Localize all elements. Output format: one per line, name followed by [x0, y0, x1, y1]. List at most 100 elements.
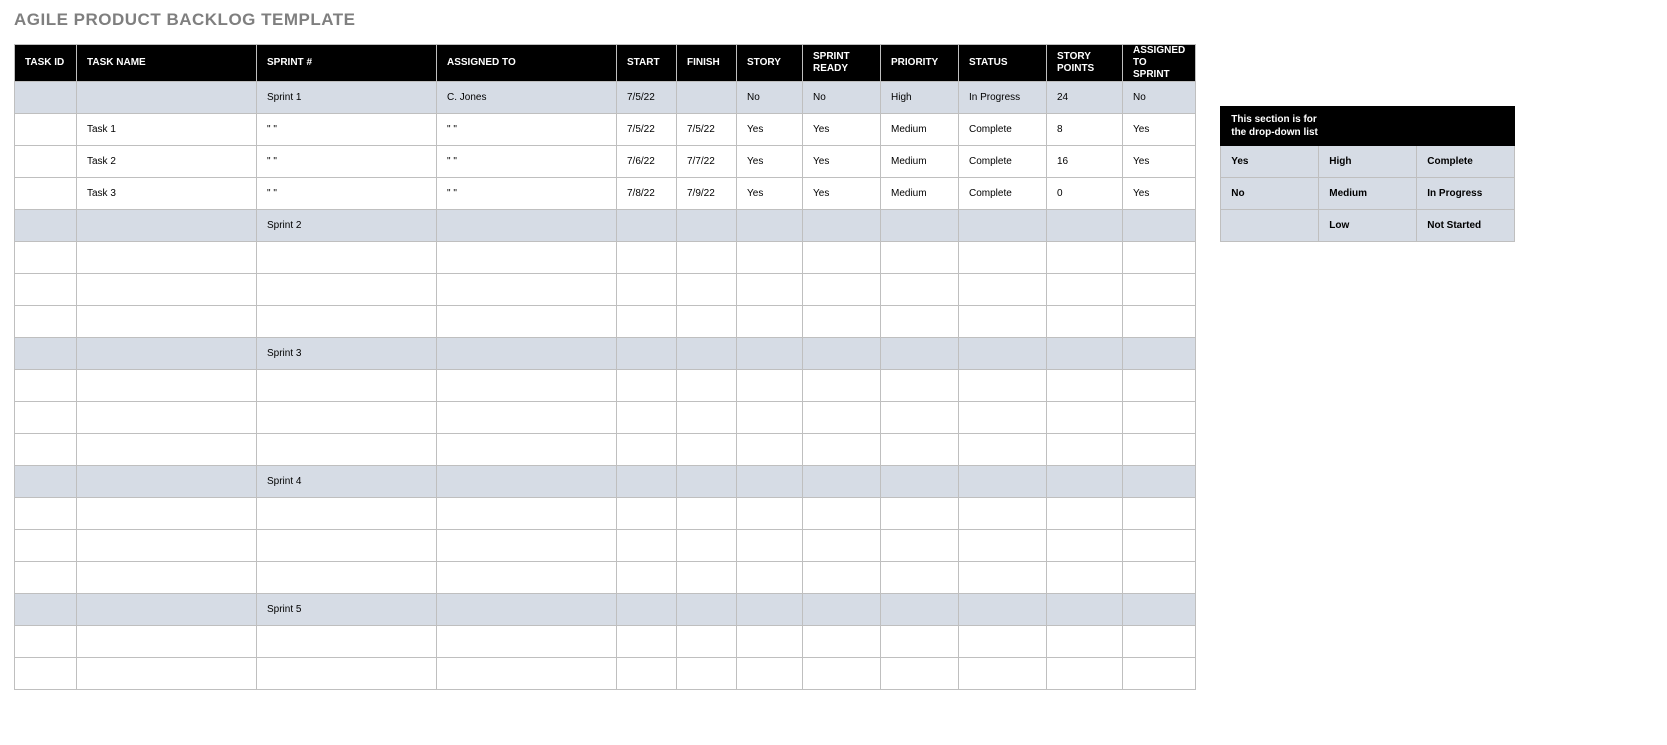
- cell-task_id[interactable]: [15, 242, 77, 274]
- cell-task_name[interactable]: [77, 306, 257, 338]
- cell-story[interactable]: [737, 306, 803, 338]
- cell-story[interactable]: [737, 210, 803, 242]
- cell-story[interactable]: [737, 434, 803, 466]
- cell-start[interactable]: [617, 498, 677, 530]
- cell-sprint[interactable]: [257, 530, 437, 562]
- cell-sprint[interactable]: " ": [257, 146, 437, 178]
- cell-finish[interactable]: [677, 434, 737, 466]
- cell-assigned_to[interactable]: [437, 594, 617, 626]
- cell-start[interactable]: [617, 402, 677, 434]
- cell-finish[interactable]: [677, 466, 737, 498]
- cell-status[interactable]: [959, 498, 1047, 530]
- cell-story[interactable]: [737, 594, 803, 626]
- cell-story[interactable]: [737, 338, 803, 370]
- cell-assigned_to[interactable]: [437, 530, 617, 562]
- cell-story_points[interactable]: [1047, 434, 1123, 466]
- cell-sprint_ready[interactable]: [803, 242, 881, 274]
- cell-sprint_ready[interactable]: [803, 210, 881, 242]
- cell-finish[interactable]: [677, 530, 737, 562]
- cell-task_name[interactable]: [77, 82, 257, 114]
- cell-sprint_ready[interactable]: [803, 594, 881, 626]
- cell-assigned_sprint[interactable]: [1123, 274, 1196, 306]
- cell-sprint_ready[interactable]: [803, 530, 881, 562]
- cell-story_points[interactable]: [1047, 626, 1123, 658]
- cell-start[interactable]: 7/6/22: [617, 146, 677, 178]
- cell-sprint[interactable]: [257, 626, 437, 658]
- cell-story_points[interactable]: [1047, 274, 1123, 306]
- cell-assigned_sprint[interactable]: [1123, 338, 1196, 370]
- cell-start[interactable]: [617, 370, 677, 402]
- cell-assigned_sprint[interactable]: [1123, 242, 1196, 274]
- cell-priority[interactable]: [881, 658, 959, 690]
- cell-task_id[interactable]: [15, 178, 77, 210]
- cell-start[interactable]: [617, 466, 677, 498]
- cell-task_id[interactable]: [15, 274, 77, 306]
- cell-start[interactable]: 7/5/22: [617, 114, 677, 146]
- cell-assigned_sprint[interactable]: [1123, 466, 1196, 498]
- cell-story_points[interactable]: [1047, 242, 1123, 274]
- cell-start[interactable]: [617, 274, 677, 306]
- cell-priority[interactable]: [881, 530, 959, 562]
- task-row[interactable]: [15, 498, 1196, 530]
- sprint-row[interactable]: Sprint 3: [15, 338, 1196, 370]
- cell-task_id[interactable]: [15, 594, 77, 626]
- cell-priority[interactable]: High: [881, 82, 959, 114]
- task-row[interactable]: Task 1" "" "7/5/227/5/22YesYesMediumComp…: [15, 114, 1196, 146]
- cell-story_points[interactable]: 8: [1047, 114, 1123, 146]
- cell-finish[interactable]: [677, 498, 737, 530]
- cell-story[interactable]: [737, 658, 803, 690]
- cell-assigned_sprint[interactable]: Yes: [1123, 146, 1196, 178]
- cell-priority[interactable]: [881, 466, 959, 498]
- cell-story[interactable]: [737, 466, 803, 498]
- cell-assigned_to[interactable]: [437, 562, 617, 594]
- cell-task_id[interactable]: [15, 434, 77, 466]
- cell-assigned_to[interactable]: [437, 306, 617, 338]
- cell-start[interactable]: [617, 594, 677, 626]
- task-row[interactable]: Task 3" "" "7/8/227/9/22YesYesMediumComp…: [15, 178, 1196, 210]
- cell-finish[interactable]: [677, 594, 737, 626]
- task-row[interactable]: [15, 658, 1196, 690]
- cell-assigned_sprint[interactable]: Yes: [1123, 178, 1196, 210]
- cell-story[interactable]: [737, 242, 803, 274]
- cell-status[interactable]: In Progress: [959, 82, 1047, 114]
- cell-sprint_ready[interactable]: Yes: [803, 178, 881, 210]
- cell-finish[interactable]: [677, 338, 737, 370]
- cell-task_id[interactable]: [15, 370, 77, 402]
- cell-assigned_to[interactable]: [437, 626, 617, 658]
- cell-assigned_to[interactable]: [437, 242, 617, 274]
- cell-status[interactable]: [959, 242, 1047, 274]
- cell-start[interactable]: 7/8/22: [617, 178, 677, 210]
- cell-task_name[interactable]: [77, 594, 257, 626]
- cell-status[interactable]: [959, 402, 1047, 434]
- cell-story_points[interactable]: [1047, 594, 1123, 626]
- cell-task_id[interactable]: [15, 562, 77, 594]
- task-row[interactable]: [15, 274, 1196, 306]
- cell-priority[interactable]: Medium: [881, 114, 959, 146]
- cell-finish[interactable]: [677, 274, 737, 306]
- cell-sprint[interactable]: [257, 658, 437, 690]
- cell-sprint_ready[interactable]: [803, 370, 881, 402]
- cell-status[interactable]: Complete: [959, 114, 1047, 146]
- cell-priority[interactable]: [881, 274, 959, 306]
- task-row[interactable]: [15, 530, 1196, 562]
- cell-story[interactable]: [737, 498, 803, 530]
- cell-assigned_to[interactable]: [437, 210, 617, 242]
- cell-assigned_to[interactable]: [437, 338, 617, 370]
- cell-task_id[interactable]: [15, 306, 77, 338]
- cell-task_name[interactable]: [77, 242, 257, 274]
- cell-finish[interactable]: [677, 562, 737, 594]
- cell-sprint[interactable]: [257, 370, 437, 402]
- cell-start[interactable]: [617, 338, 677, 370]
- cell-sprint_ready[interactable]: [803, 338, 881, 370]
- cell-task_name[interactable]: [77, 434, 257, 466]
- cell-sprint_ready[interactable]: [803, 658, 881, 690]
- cell-status[interactable]: Complete: [959, 146, 1047, 178]
- cell-task_name[interactable]: [77, 466, 257, 498]
- cell-task_name[interactable]: [77, 274, 257, 306]
- cell-status[interactable]: [959, 210, 1047, 242]
- sprint-row[interactable]: Sprint 5: [15, 594, 1196, 626]
- cell-story_points[interactable]: 24: [1047, 82, 1123, 114]
- cell-sprint[interactable]: " ": [257, 178, 437, 210]
- cell-sprint_ready[interactable]: [803, 626, 881, 658]
- cell-task_name[interactable]: Task 1: [77, 114, 257, 146]
